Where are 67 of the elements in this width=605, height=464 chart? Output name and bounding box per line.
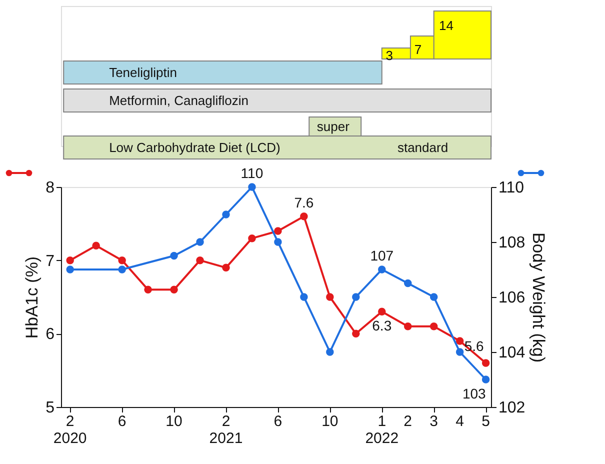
data-label: 5.6	[464, 338, 484, 354]
point	[170, 286, 178, 294]
point	[326, 293, 334, 301]
point	[456, 337, 464, 345]
point	[430, 322, 438, 330]
y2-tick-label: 110	[498, 180, 524, 196]
point	[352, 330, 360, 338]
point	[378, 308, 386, 316]
point	[144, 286, 152, 294]
point	[326, 348, 334, 356]
x-tick-label: 6	[274, 413, 282, 430]
text: Low Carbohydrate Diet (LCD)	[109, 140, 280, 155]
point	[482, 376, 490, 384]
x-tick-label: 10	[166, 413, 182, 430]
y-tick-label: 5	[46, 400, 55, 416]
y2-tick-label: 102	[498, 400, 526, 416]
x-tick-label: 10	[322, 413, 338, 430]
text: standard	[397, 140, 448, 155]
y2-tick-label: 104	[498, 344, 526, 362]
x-tick-label: 4	[456, 413, 464, 430]
data-label: 110	[240, 165, 264, 181]
data-label: 6.3	[372, 318, 392, 334]
point	[170, 252, 178, 260]
y2-tick-label: 106	[498, 290, 526, 306]
x-tick-label: 5	[482, 413, 490, 430]
y-tick-label: 6	[46, 326, 55, 344]
y-tick-label: 8	[46, 180, 55, 196]
text: super	[316, 119, 350, 134]
y2-tick-label: 108	[498, 234, 526, 252]
text: Metformin, Canagliflozin	[109, 93, 249, 108]
point	[66, 256, 74, 264]
data-label: 107	[370, 248, 394, 264]
point	[482, 359, 490, 367]
y2-axis-title: Body Weight (kg)	[529, 232, 548, 363]
point	[118, 266, 126, 274]
point	[66, 266, 74, 274]
point	[222, 264, 230, 272]
point	[378, 266, 386, 274]
point	[300, 293, 308, 301]
point	[430, 293, 438, 301]
point	[196, 238, 204, 246]
category-label: 1 2022	[365, 413, 399, 447]
point	[92, 242, 100, 250]
point	[248, 183, 256, 191]
point	[222, 210, 230, 218]
x-tick-label: 6	[118, 413, 126, 430]
point	[300, 212, 308, 220]
point	[118, 256, 126, 264]
category-label: 2 2020	[53, 413, 87, 447]
y-axis-title: HbA1c (%)	[22, 256, 42, 339]
point	[404, 322, 412, 330]
data-label: 7.6	[294, 194, 314, 210]
text: Teneligliptin	[109, 65, 178, 80]
x-tick-label: 2	[404, 413, 412, 430]
point	[352, 293, 360, 301]
point	[456, 348, 464, 356]
y-tick-label: 7	[46, 252, 55, 270]
category-label: 2 2021	[209, 413, 243, 447]
point	[274, 227, 282, 235]
text: 3	[386, 48, 394, 63]
point	[196, 256, 204, 264]
text: 14	[439, 18, 454, 33]
point	[248, 234, 256, 242]
point	[404, 279, 412, 288]
x-tick-label: 3	[430, 413, 438, 430]
data-label: 103	[462, 386, 486, 402]
point	[274, 238, 282, 246]
